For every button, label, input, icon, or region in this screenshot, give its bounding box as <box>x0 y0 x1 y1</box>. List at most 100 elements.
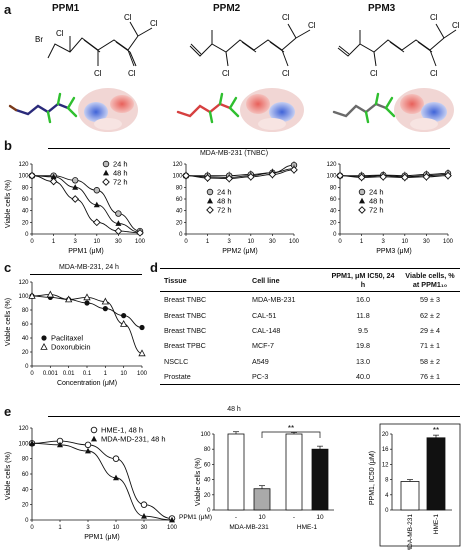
data-point <box>139 324 145 331</box>
y-tick-label: 12 <box>382 462 389 468</box>
data-point <box>93 187 100 194</box>
y-tick-label: 120 <box>18 162 29 168</box>
data-point <box>85 447 91 454</box>
table-header: Tissue <box>160 268 248 292</box>
y-tick-label: 60 <box>176 197 183 203</box>
table-cell: 76 ± 1 <box>400 368 460 386</box>
data-point <box>115 220 122 226</box>
y-tick-label: 60 <box>204 462 211 468</box>
ppm3-cl-atom-3: Cl <box>452 21 460 30</box>
bar-group-label: MDA-MB-231 <box>229 524 269 531</box>
legend-entry: 48 h <box>113 169 128 178</box>
y-tick-label: 60 <box>22 472 29 478</box>
bar-x-label: - <box>235 514 237 521</box>
legend-entry: 72 h <box>113 178 128 187</box>
cell-line-table: Tissue Cell line PPM1, μM IC50, 24 h Via… <box>160 268 460 386</box>
x-tick-label: 0.001 <box>43 371 59 377</box>
ppm1-structure <box>47 21 153 67</box>
table-row: NSCLC A549 13.0 58 ± 2 <box>160 354 460 369</box>
data-point <box>136 228 144 237</box>
x-tick-label: 0 <box>30 525 34 531</box>
legend-entry: 24 h <box>217 188 232 197</box>
legend-marker <box>359 197 365 204</box>
panel-b-ylabel: Viable cells (%) <box>5 180 12 228</box>
table-cell: 59 ± 3 <box>420 295 440 305</box>
bar <box>285 433 303 511</box>
y-tick-label: 100 <box>200 432 211 438</box>
panel-e-header-line <box>48 416 460 417</box>
y-tick-label: 100 <box>172 174 183 180</box>
y-tick-label: 120 <box>18 280 29 286</box>
x-tick-label: 3 <box>228 239 232 245</box>
legend-marker <box>102 160 110 168</box>
y-tick-label: 4 <box>385 493 389 499</box>
x-tick-label: 10 <box>113 525 120 531</box>
table-cell: Breast TNBC <box>164 325 207 335</box>
legend-marker <box>358 206 366 214</box>
y-tick-label: 0 <box>333 232 337 238</box>
table-row: Breast TPBC MCF-7 19.8 71 ± 1 <box>160 338 460 353</box>
bar-x-label: - <box>293 514 295 521</box>
table-cell: Breast TNBC <box>164 295 207 305</box>
ppm2-cl-atom-4: Cl <box>282 69 290 78</box>
table-cell: 29 ± 4 <box>420 325 440 335</box>
ppm1-cl-atom-5: Cl <box>128 69 136 78</box>
x-tick-label: 0 <box>30 239 34 245</box>
y-tick-label: 40 <box>204 478 211 484</box>
ppm2-stick-model <box>176 92 240 124</box>
data-point <box>422 172 431 181</box>
table-cell: 9.5 <box>358 325 368 335</box>
y-tick-label: 0 <box>385 508 389 514</box>
compound-label-ppm3: PPM3 <box>368 3 396 14</box>
y-tick-label: 100 <box>18 294 29 300</box>
table-cell: CAL-51 <box>252 310 277 320</box>
panel-e-charts: Viable cells (%) Viable cells (%) PPM1, … <box>5 423 461 550</box>
x-tick-label: 10 <box>401 239 408 245</box>
x-tick-label: 0 <box>30 371 34 377</box>
compound-label-ppm2: PPM2 <box>213 3 241 14</box>
panel-c-chart: Viable cells (%) 0 20 40 60 80 100 120 0 0.001 0.… <box>5 280 148 387</box>
data-point <box>29 440 35 446</box>
x-tick-label: 1 <box>52 239 56 245</box>
data-point <box>138 349 146 357</box>
data-point <box>92 218 101 227</box>
y-tick-label: 100 <box>326 174 337 180</box>
y-tick-label: 20 <box>330 220 337 226</box>
y-tick-label: 8 <box>385 478 389 484</box>
y-tick-label: 20 <box>22 503 29 509</box>
data-point <box>101 297 110 305</box>
panel-e-bar-ylabel: Viable cells (%) <box>195 458 202 506</box>
legend-marker <box>358 188 366 196</box>
x-tick-label: 3 <box>74 239 78 245</box>
panel-letter-a: a <box>4 2 12 17</box>
y-tick-label: 20 <box>176 220 183 226</box>
table-header: Cell line <box>248 268 326 292</box>
bar <box>426 437 446 511</box>
x-tick-label: 1 <box>360 239 364 245</box>
series-line <box>185 169 295 180</box>
data-point <box>121 313 127 319</box>
ppm2-cl-atom-3: Cl <box>308 21 316 30</box>
data-point <box>93 201 100 208</box>
table-row: Prostate PC-3 40.0 76 ± 1 <box>160 368 460 386</box>
ppm3-esp-surface <box>394 88 454 132</box>
y-tick-label: 60 <box>330 197 337 203</box>
legend-entry: Doxorubicin <box>51 343 91 352</box>
data-point <box>115 210 122 217</box>
panel-letter-b: b <box>4 138 12 153</box>
bar-group-label: HME-1 <box>297 524 318 531</box>
table-row: Breast TNBC CAL-148 9.5 29 ± 4 <box>160 323 460 338</box>
panel-letter-c: c <box>4 260 12 275</box>
data-point <box>203 174 212 182</box>
legend-entry: 72 h <box>217 206 232 215</box>
x-axis-label: PPM2 (μM) <box>222 248 258 255</box>
data-point <box>102 306 108 312</box>
x-tick-label: 3 <box>86 525 90 531</box>
data-point <box>357 173 366 182</box>
y-tick-label: 20 <box>204 493 211 499</box>
legend-entry: 72 h <box>369 206 384 215</box>
data-point <box>140 501 148 508</box>
y-tick-label: 0 <box>179 232 183 238</box>
panel-letter-d: d <box>150 260 158 275</box>
chart-b2: 0 20 40 60 80 100 120 0 1 3 10 30 100 PPM2 (μM) 24 h48… <box>172 161 300 255</box>
